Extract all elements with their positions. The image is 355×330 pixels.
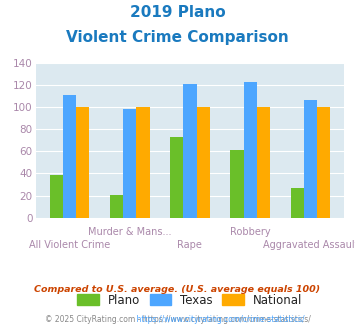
Bar — [110, 194, 123, 218]
Bar — [230, 150, 244, 218]
Text: Murder & Mans...: Murder & Mans... — [88, 227, 171, 237]
Bar — [197, 107, 210, 218]
Text: All Violent Crime: All Violent Crime — [29, 240, 110, 250]
Bar — [76, 107, 89, 218]
Bar — [136, 107, 149, 218]
Text: Aggravated Assault: Aggravated Assault — [263, 240, 355, 250]
Bar — [304, 100, 317, 218]
Bar — [183, 84, 197, 218]
Bar — [123, 109, 136, 218]
Bar — [63, 95, 76, 218]
Text: Compared to U.S. average. (U.S. average equals 100): Compared to U.S. average. (U.S. average … — [34, 285, 321, 294]
Text: © 2025 CityRating.com - https://www.cityrating.com/crime-statistics/: © 2025 CityRating.com - https://www.city… — [45, 315, 310, 324]
Bar — [257, 107, 270, 218]
Text: Rape: Rape — [178, 240, 202, 250]
Text: https://www.cityrating.com/crime-statistics/: https://www.cityrating.com/crime-statist… — [51, 315, 304, 324]
Text: Robbery: Robbery — [230, 227, 271, 237]
Bar — [290, 188, 304, 218]
Bar — [244, 82, 257, 218]
Legend: Plano, Texas, National: Plano, Texas, National — [72, 289, 307, 311]
Bar — [50, 175, 63, 218]
Bar — [317, 107, 330, 218]
Bar — [170, 137, 183, 218]
Text: Violent Crime Comparison: Violent Crime Comparison — [66, 30, 289, 45]
Text: 2019 Plano: 2019 Plano — [130, 5, 225, 20]
